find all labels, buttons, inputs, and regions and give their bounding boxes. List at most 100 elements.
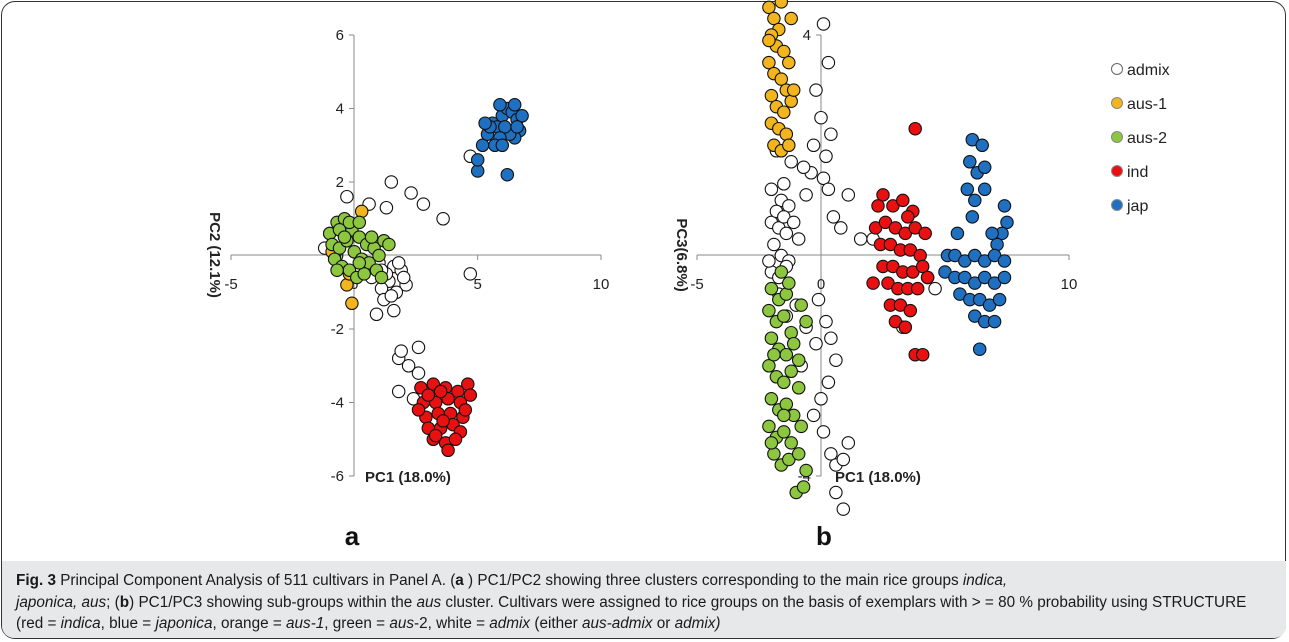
- data-point-ind: [918, 226, 932, 241]
- data-point-ind: [458, 403, 473, 417]
- figure-caption: Fig. 3 Principal Component Analysis of 5…: [16, 570, 1276, 635]
- x-tick-label: 5: [473, 276, 481, 293]
- data-point-jap: [968, 193, 982, 208]
- data-point-admix: [411, 340, 426, 355]
- data-point-admix: [806, 138, 821, 153]
- data-point-ind: [915, 347, 930, 362]
- data-point-ind: [915, 259, 930, 274]
- data-point-jap: [977, 182, 992, 197]
- data-point-aus-1: [784, 11, 798, 26]
- data-point-aus-2: [764, 392, 779, 406]
- data-point-admix: [826, 210, 841, 224]
- data-point-jap: [997, 254, 1012, 268]
- data-point-aus-2: [791, 381, 806, 395]
- data-point-jap: [975, 138, 989, 153]
- data-point-admix: [379, 200, 394, 215]
- legend-label: aus-1: [1127, 96, 1167, 113]
- data-point-admix: [821, 375, 836, 390]
- caption-italic: aus: [416, 593, 442, 611]
- data-point-aus-2: [782, 276, 796, 290]
- data-point-aus-2: [762, 359, 776, 373]
- data-point-admix: [829, 485, 843, 500]
- data-point-jap: [990, 237, 1004, 252]
- data-point-jap: [495, 138, 510, 153]
- data-point-admix: [463, 267, 478, 281]
- data-point-admix: [799, 188, 813, 202]
- data-point-admix: [767, 237, 781, 252]
- chart-legend: admix aus-1 aus-2 ind jap: [1111, 62, 1170, 215]
- data-point-admix: [819, 314, 833, 329]
- data-point-admix: [824, 447, 838, 461]
- x-axis-label: PC1 (18.0%): [835, 469, 921, 486]
- data-point-admix: [824, 331, 838, 345]
- data-point-jap: [963, 155, 977, 169]
- data-point-aus-2: [794, 419, 808, 434]
- data-point-aus-2: [372, 248, 386, 263]
- caption-panel-a: a: [455, 572, 464, 589]
- data-point-jap: [1000, 215, 1014, 230]
- data-point-admix: [340, 189, 354, 204]
- data-point-aus-1: [762, 0, 776, 15]
- data-point-admix: [786, 215, 801, 230]
- data-point-ind: [908, 121, 922, 136]
- x-tick-label: 10: [593, 276, 610, 293]
- panel-label: b: [816, 521, 832, 551]
- data-point-jap: [470, 164, 485, 178]
- data-point-admix: [396, 270, 411, 285]
- legend-label: ind: [1127, 164, 1148, 181]
- caption-text: , green =: [324, 615, 390, 632]
- legend-marker-aus-1: [1111, 97, 1123, 109]
- data-point-admix: [762, 254, 776, 268]
- data-point-aus-2: [777, 309, 791, 323]
- data-point-admix: [404, 186, 418, 200]
- data-point-admix: [436, 212, 450, 226]
- data-point-aus-2: [779, 347, 794, 362]
- data-point-admix: [809, 336, 823, 351]
- data-point-ind: [411, 403, 426, 417]
- data-point-aus-2: [764, 436, 779, 450]
- data-point-admix: [853, 232, 868, 246]
- data-point-ind: [421, 388, 436, 402]
- data-point-jap: [507, 98, 522, 112]
- data-point-aus-1: [345, 296, 359, 311]
- data-point-jap: [958, 270, 972, 285]
- y-axis-label: PC3(6.8%): [673, 218, 690, 291]
- data-point-aus-2: [784, 436, 798, 450]
- y-tick-label: -2: [331, 321, 344, 338]
- data-point-admix: [816, 425, 831, 439]
- data-point-aus-1: [779, 127, 794, 141]
- data-point-admix: [836, 502, 851, 516]
- data-point-admix: [784, 155, 798, 169]
- data-point-admix: [811, 292, 826, 307]
- data-point-admix: [369, 307, 384, 322]
- data-point-admix: [391, 256, 406, 270]
- data-point-ind: [896, 193, 910, 208]
- data-point-aus-2: [337, 230, 352, 244]
- y-tick-label: -6: [331, 468, 344, 485]
- data-point-ind: [901, 210, 915, 224]
- data-point-aus-1: [782, 55, 796, 70]
- y-tick-label: 2: [336, 174, 344, 191]
- data-point-admix: [834, 221, 848, 235]
- data-point-ind: [871, 199, 885, 213]
- x-tick-label: -5: [224, 276, 237, 293]
- caption-text: ) PC1/PC2 showing three clusters corresp…: [463, 572, 963, 589]
- caption-text: , blue =: [100, 615, 156, 632]
- data-point-admix: [401, 359, 416, 373]
- data-point-aus-2: [777, 408, 791, 423]
- legend-label: aus-2: [1127, 130, 1167, 147]
- data-point-ind: [463, 388, 478, 402]
- data-point-admix: [777, 177, 791, 191]
- caption-text: or: [652, 615, 675, 632]
- legend-label: admix: [1127, 62, 1170, 79]
- data-point-aus-1: [777, 105, 791, 119]
- x-tick-label: 0: [817, 276, 825, 293]
- data-point-aus-2: [779, 287, 794, 301]
- data-point-admix: [819, 149, 833, 164]
- data-point-jap: [965, 210, 980, 224]
- data-point-aus-2: [796, 480, 811, 494]
- y-tick-label: 4: [336, 101, 344, 118]
- data-point-admix: [829, 353, 843, 367]
